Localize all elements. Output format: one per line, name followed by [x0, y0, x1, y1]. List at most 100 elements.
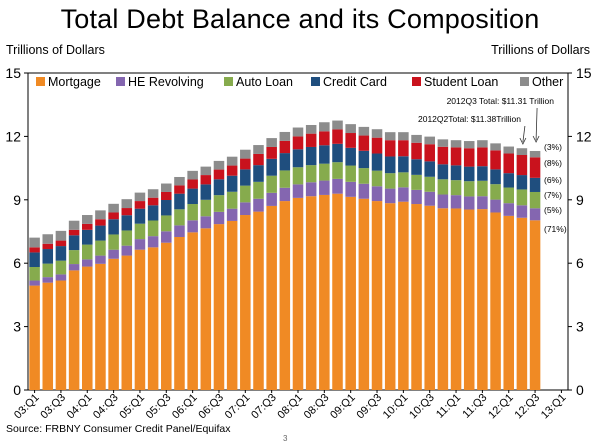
- bar-segment-student-loan: [121, 208, 133, 216]
- y-tick-label-right: 12: [576, 128, 592, 144]
- bar-segment-student-loan: [319, 131, 330, 146]
- chart-title: Total Debt Balance and its Composition: [60, 4, 540, 34]
- bar-segment-mortgage: [345, 196, 356, 390]
- x-tick-label: 08:Q1: [275, 392, 305, 422]
- bar-segment-student-loan: [82, 223, 93, 230]
- bar-segment-auto-loan: [253, 181, 264, 199]
- bar-segment-credit-card: [147, 205, 159, 221]
- bar-segment-student-loan: [213, 169, 225, 180]
- bar-segment-credit-card: [95, 225, 106, 241]
- bar-segment-mortgage: [384, 203, 396, 390]
- bar-segment-other: [305, 124, 317, 134]
- bar-segment-he-revolving: [187, 220, 198, 233]
- bar-segment-student-loan: [55, 240, 67, 247]
- bar-segment-auto-loan: [68, 250, 80, 265]
- bar-segment-student-loan: [384, 140, 396, 157]
- y-tick-label-right: 9: [576, 192, 584, 208]
- bar-segment-auto-loan: [424, 176, 435, 192]
- bar-segment-mortgage: [411, 204, 422, 390]
- bar-segment-he-revolving: [95, 255, 106, 264]
- annotation-arrow-2012q2: [522, 125, 526, 143]
- bar-segment-mortgage: [147, 247, 159, 390]
- bar-segment-he-revolving: [358, 183, 370, 199]
- bar-segment-student-loan: [463, 148, 475, 167]
- bar-segment-he-revolving: [121, 245, 133, 256]
- legend-label-he-revolving: HE Revolving: [128, 75, 204, 89]
- bar-segment-student-loan: [95, 219, 106, 226]
- bar-segment-student-loan: [42, 243, 54, 250]
- bar-segment-mortgage: [279, 201, 291, 390]
- bar-segment-other: [42, 234, 54, 244]
- bar-segment-auto-loan: [161, 215, 172, 232]
- bar-segment-mortgage: [424, 205, 435, 390]
- bar-segment-auto-loan: [82, 244, 93, 260]
- bar-segment-auto-loan: [108, 234, 119, 250]
- bar-segment-mortgage: [253, 211, 264, 390]
- bar-segment-credit-card: [292, 149, 304, 168]
- bar-segment-auto-loan: [95, 240, 106, 256]
- bar-segment-he-revolving: [463, 196, 475, 210]
- bar-segment-mortgage: [200, 228, 212, 390]
- annotation-2012q3-total: 2012Q3 Total: $11.31 Trillion: [447, 96, 555, 106]
- bar-segment-other: [437, 139, 449, 147]
- bar-segment-he-revolving: [29, 280, 40, 286]
- bar-segment-other: [477, 140, 488, 148]
- bar-segment-auto-loan: [398, 172, 409, 188]
- legend-label-other: Other: [532, 75, 563, 89]
- bar-segment-mortgage: [55, 280, 67, 390]
- bar-segment-auto-loan: [463, 181, 475, 197]
- bar-segment-mortgage: [292, 197, 304, 390]
- bar-segment-mortgage: [226, 220, 238, 390]
- bar-segment-he-revolving: [213, 211, 225, 225]
- legend-swatch-other: [520, 77, 529, 86]
- x-tick-label: 07:Q1: [223, 392, 253, 422]
- bar-segment-he-revolving: [161, 231, 172, 243]
- bar-segment-other: [108, 203, 119, 213]
- bar-segment-credit-card: [463, 166, 475, 182]
- bar-segment-student-loan: [516, 155, 528, 176]
- bar-segment-other: [200, 166, 212, 176]
- bar-segment-auto-loan: [42, 263, 54, 278]
- bar-segment-auto-loan: [319, 163, 330, 181]
- bar-segment-mortgage: [266, 205, 277, 390]
- bar-segment-credit-card: [358, 150, 370, 169]
- bar-segment-auto-loan: [55, 260, 67, 275]
- bar-segment-auto-loan: [121, 230, 133, 246]
- bar-segment-other: [55, 230, 67, 241]
- annotation-arrow-2012q3: [535, 107, 538, 141]
- bar-segment-auto-loan: [134, 223, 146, 240]
- bar-segment-auto-loan: [332, 162, 343, 179]
- bar-segment-he-revolving: [55, 274, 67, 281]
- bar-segment-he-revolving: [384, 188, 396, 204]
- bar-segment-credit-card: [187, 188, 198, 205]
- y-tick-label-left: 3: [13, 319, 21, 335]
- bar-segment-student-loan: [226, 165, 238, 176]
- bar-segment-he-revolving: [450, 195, 462, 209]
- bar-segment-he-revolving: [174, 225, 185, 237]
- bar-segment-student-loan: [29, 247, 40, 253]
- bar-segment-other: [161, 183, 172, 192]
- bar-segment-other: [503, 146, 514, 154]
- bar-segment-other: [463, 141, 475, 149]
- bar-segment-student-loan: [450, 147, 462, 166]
- bar-segment-student-loan: [240, 158, 251, 170]
- bar-segment-credit-card: [398, 156, 409, 173]
- bar-segment-auto-loan: [305, 165, 317, 183]
- bar-segment-credit-card: [174, 193, 185, 210]
- bar-segment-mortgage: [358, 198, 370, 390]
- bar-segment-credit-card: [108, 219, 119, 235]
- bar-segment-auto-loan: [187, 204, 198, 221]
- bar-segment-he-revolving: [503, 203, 514, 216]
- bar-segment-other: [134, 192, 146, 202]
- bar-segment-student-loan: [332, 129, 343, 144]
- bar-segment-credit-card: [161, 200, 172, 216]
- x-tick-label: 03:Q3: [38, 392, 68, 422]
- legend-label-credit-card: Credit Card: [323, 75, 387, 89]
- bar-segment-mortgage: [529, 220, 541, 390]
- x-tick-label: 12:Q3: [513, 392, 543, 422]
- bar-segment-student-loan: [134, 201, 146, 209]
- bar-segment-mortgage: [108, 258, 119, 390]
- bar-segment-mortgage: [319, 194, 330, 390]
- x-tick-label: 07:Q3: [249, 392, 279, 422]
- bar-segment-student-loan: [490, 150, 501, 170]
